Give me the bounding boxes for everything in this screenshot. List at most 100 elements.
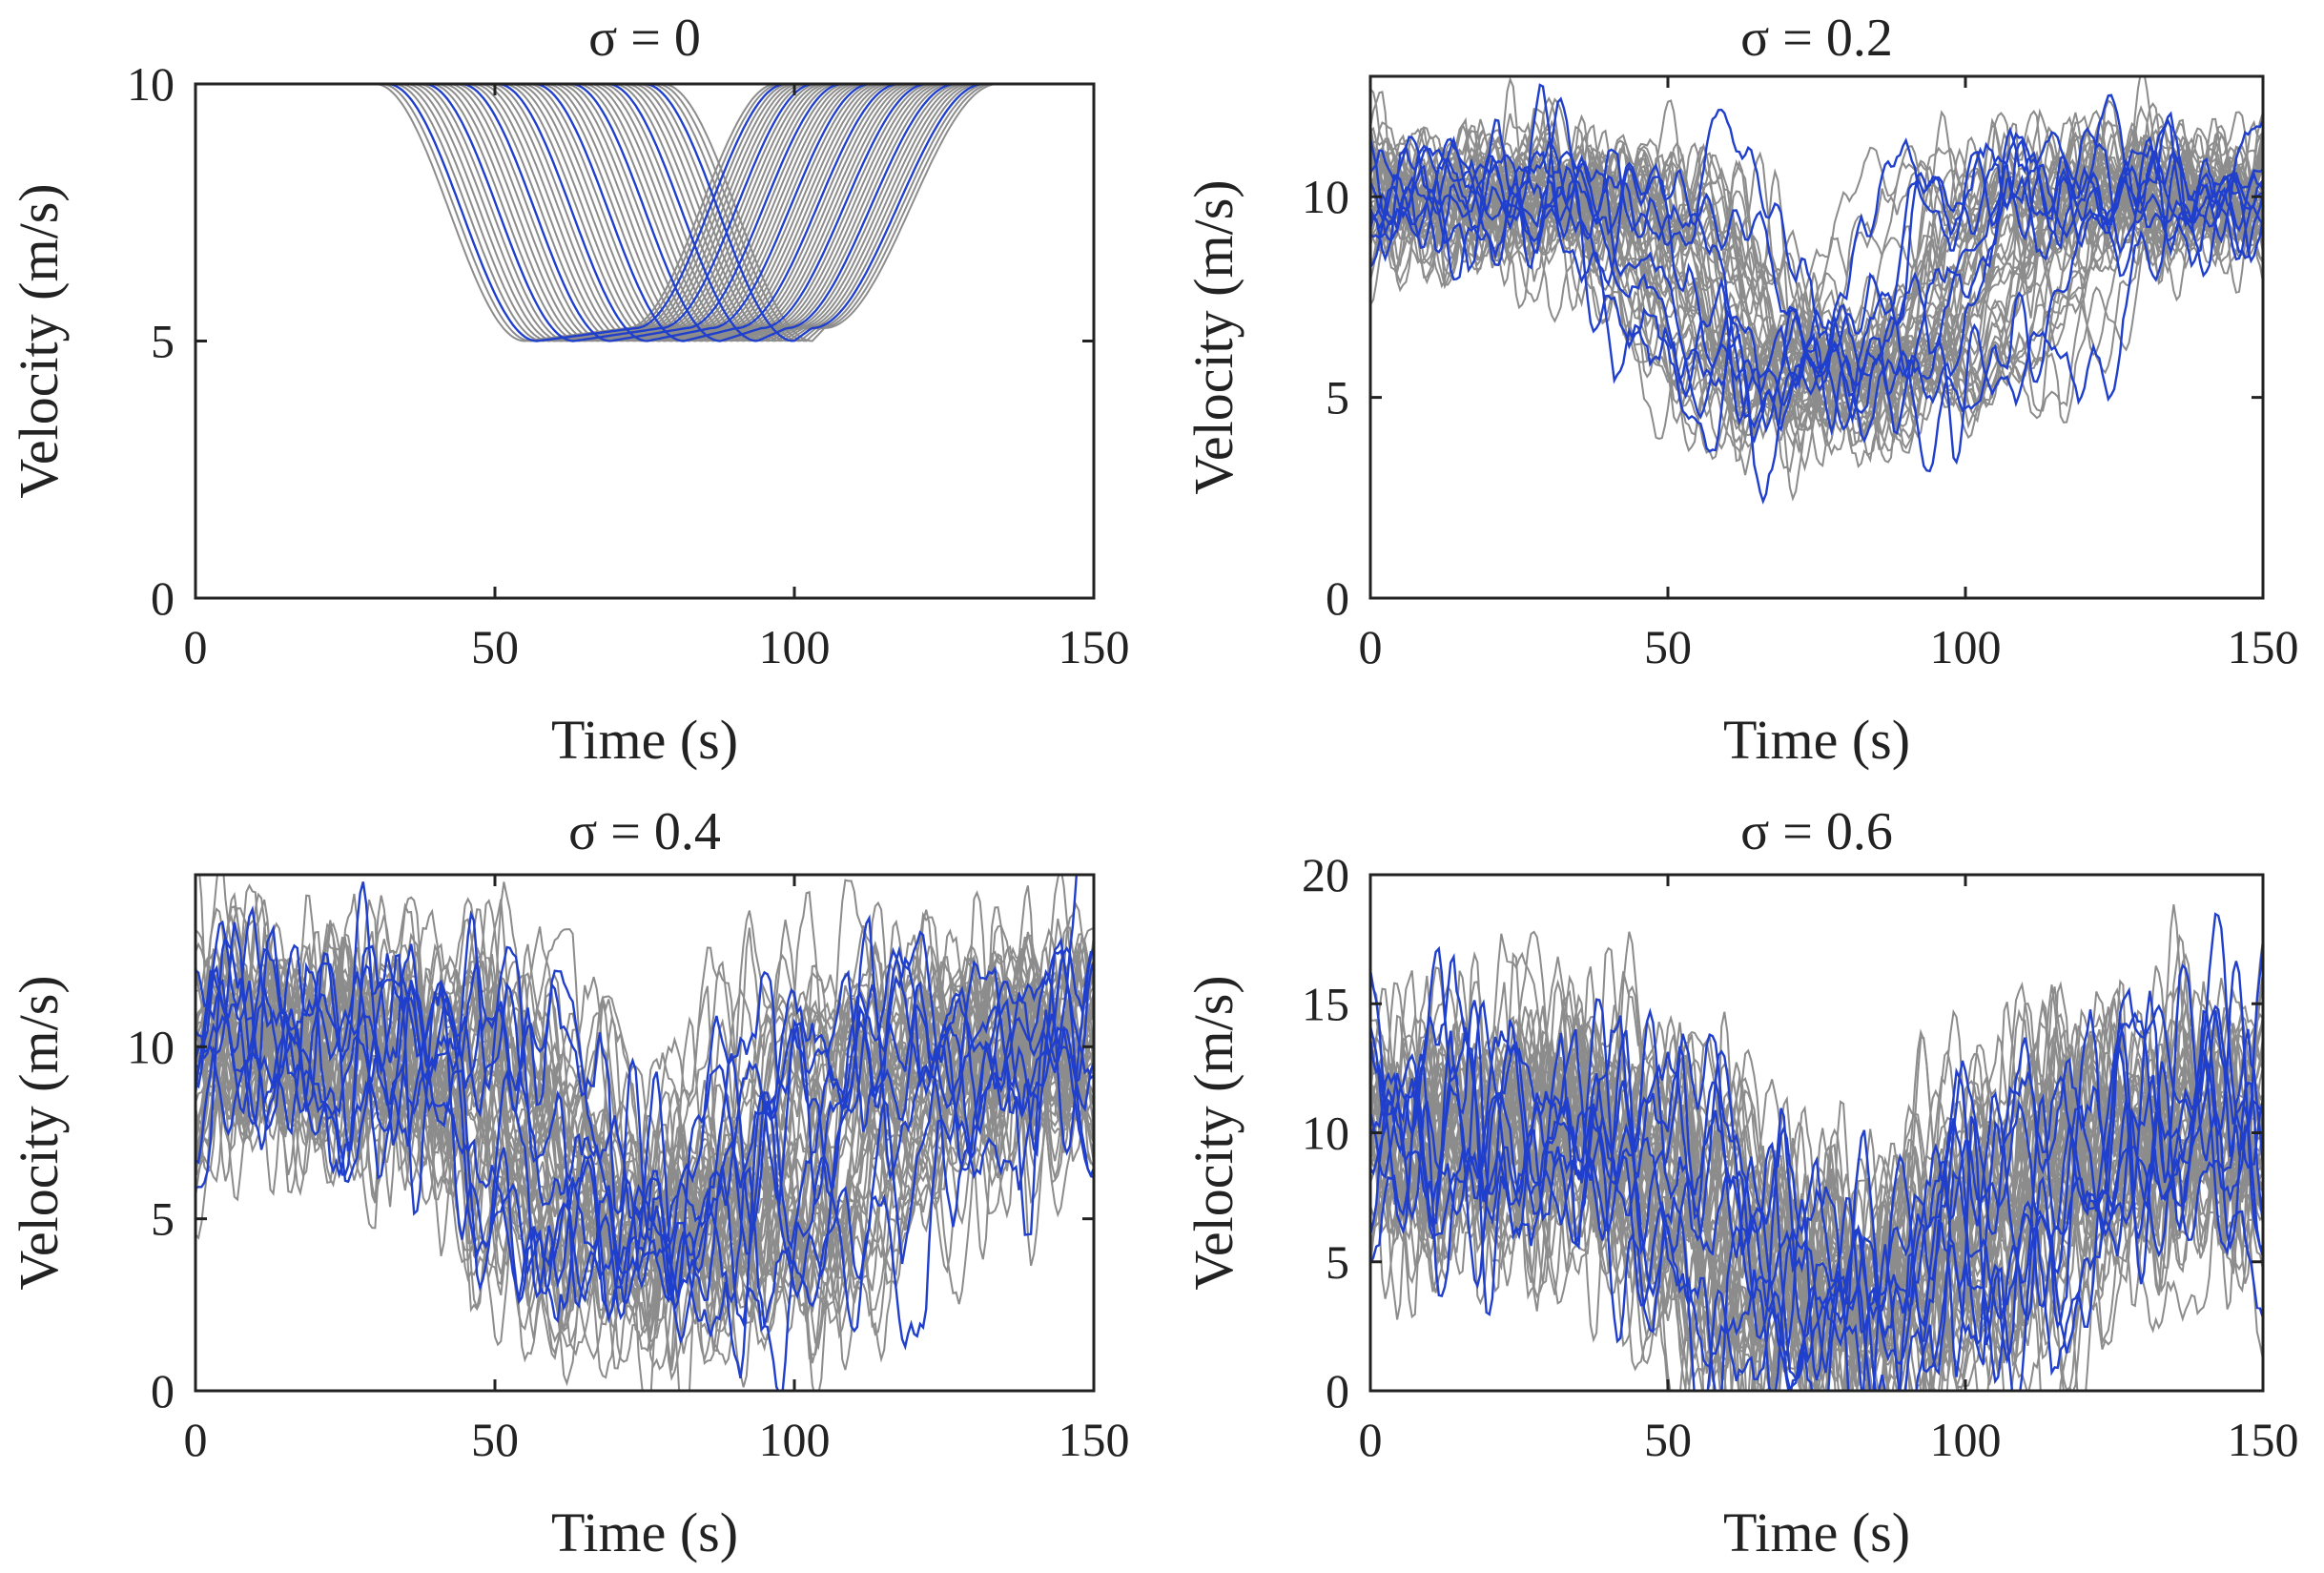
x-tick-label: 100 [1930,620,2002,673]
x-tick-label: 50 [471,620,519,673]
series-line [195,84,1094,342]
series-line [195,84,1094,342]
x-axis-label: Time (s) [1723,709,1910,771]
y-tick-label: 0 [1326,571,1349,625]
highlighted-series-line [195,84,1094,342]
series-line [195,84,1094,342]
panel-title: σ = 0.4 [568,802,721,861]
series-line [195,84,1094,342]
panel-4: 0 50 100 150 0 5 10 15 20 Time (s) Velocity (m/s) σ… [1183,802,2299,1563]
x-axis-label: Time (s) [551,1501,738,1563]
y-tick-label: 20 [1302,848,1349,901]
highlighted-series-line [1370,962,2263,1391]
y-tick-label: 10 [127,1020,175,1073]
series-line [195,84,1094,342]
series-line [195,84,1094,342]
x-tick-label: 150 [1059,1413,1130,1466]
series-line [195,84,1094,342]
series-line [195,84,1094,342]
highlighted-series-line [1370,1007,2263,1385]
x-tick-label: 150 [2228,1413,2299,1466]
panel-title: σ = 0.2 [1740,9,1893,68]
highlighted-series-line [1370,108,2263,466]
series-line [195,84,1094,342]
panel-2: 0 50 100 150 0 5 10 Time (s) Velocity (m/s) σ = 0… [1183,9,2299,771]
y-tick-label: 5 [151,315,175,368]
y-tick-label: 0 [151,1364,175,1418]
x-tick-label: 100 [759,620,831,673]
series-line [1370,88,2263,440]
highlighted-series-line [1370,961,2263,1391]
series-line [195,947,1094,1371]
highlighted-series-line [195,84,1094,342]
highlighted-series-line [195,84,1094,342]
series-line [195,84,1094,342]
y-tick-label: 5 [151,1192,175,1246]
x-tick-label: 100 [1930,1413,2002,1466]
y-tick-label: 0 [1326,1364,1349,1418]
highlighted-series-line [195,923,1094,1345]
axes-box [1368,74,2265,600]
y-tick-label: 10 [127,57,175,111]
highlighted-series-line [1370,941,2263,1391]
series-line [195,84,1094,342]
series-line [1370,946,2263,1391]
y-tick-label: 5 [1326,371,1349,424]
series-line [195,84,1094,342]
highlighted-series-line [1370,990,2263,1391]
series-line [195,84,1094,342]
x-tick-label: 0 [1359,1413,1383,1466]
y-tick-label: 15 [1302,977,1349,1030]
series-line [195,84,1094,342]
series-line [195,84,1094,342]
x-tick-label: 150 [2228,620,2299,673]
highlighted-series-line [195,84,1094,342]
highlighted-series-line [1370,952,2263,1391]
series-line [1370,121,2263,461]
series-line [195,84,1094,342]
highlighted-series-line [1370,93,2263,444]
series-group [195,875,1094,1391]
y-tick-label: 5 [1326,1235,1349,1289]
x-tick-label: 100 [759,1413,831,1466]
series-line [195,84,1094,342]
highlighted-series-line [195,84,1094,342]
panel-3: 0 50 100 150 0 5 10 Time (s) Velocity (m/s) σ = 0… [8,802,1130,1563]
highlighted-series-line [1370,912,2263,1391]
x-tick-label: 50 [1644,620,1692,673]
panel-1: 0 50 100 150 0 5 10 Time (s) Velocity (m/s) σ = 0 [8,9,1130,771]
y-tick-label: 10 [1302,1107,1349,1160]
series-line [195,84,1094,342]
x-tick-label: 0 [184,620,208,673]
series-line [1370,966,2263,1391]
series-line [1370,1014,2263,1391]
highlighted-series-line [195,84,1094,342]
highlighted-series-line [1370,131,2263,433]
y-axis-label: Velocity (m/s) [1183,179,1244,494]
y-axis-label: Velocity (m/s) [8,183,70,498]
x-axis-label: Time (s) [1723,1501,1910,1563]
x-axis-label: Time (s) [551,709,738,771]
y-axis-label: Velocity (m/s) [8,975,70,1290]
panel-title: σ = 0 [588,9,701,68]
x-tick-label: 0 [1359,620,1383,673]
highlighted-series-line [195,909,1094,1309]
highlighted-series-line [195,84,1094,342]
y-axis-label: Velocity (m/s) [1183,975,1244,1290]
panel-title: σ = 0.6 [1740,802,1893,861]
series-line [195,84,1094,342]
highlighted-series-line [195,84,1094,342]
y-tick-label: 10 [1302,170,1349,223]
highlighted-series-line [195,920,1094,1391]
y-tick-label: 0 [151,571,175,625]
series-line [1370,966,2263,1391]
x-tick-label: 0 [184,1413,208,1466]
axes-box [194,873,1096,1393]
x-tick-label: 150 [1059,620,1130,673]
series-line [1370,1005,2263,1391]
highlighted-series-line [1370,118,2263,505]
x-tick-label: 50 [1644,1413,1692,1466]
series-line [195,84,1094,342]
x-tick-label: 50 [471,1413,519,1466]
